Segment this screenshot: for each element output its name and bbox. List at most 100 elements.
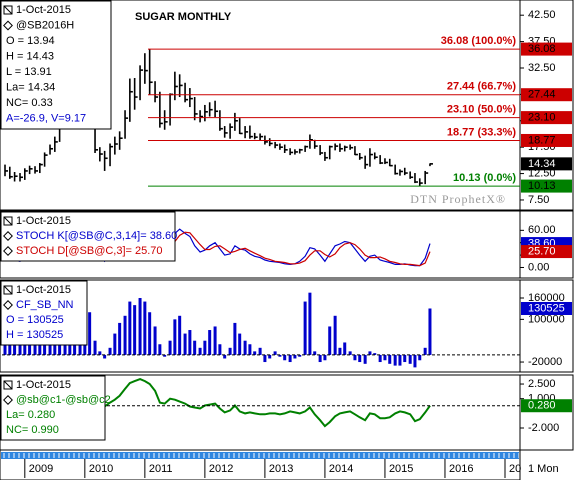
- bar: [418, 354, 422, 361]
- bar: [413, 354, 417, 368]
- bar: [323, 354, 327, 361]
- bar: [143, 301, 147, 355]
- bar: [88, 312, 92, 355]
- panel-frame: [0, 210, 574, 279]
- retracement-label: 10.13 (0.0%): [453, 172, 516, 184]
- bar: [398, 354, 402, 366]
- bar: [208, 330, 212, 355]
- legend-icon: [3, 300, 13, 310]
- level-tag-label: 18.77: [528, 134, 556, 146]
- legend-icon: [3, 20, 13, 31]
- legend-icon: [3, 231, 13, 241]
- bar: [333, 315, 337, 355]
- bar: [343, 342, 347, 355]
- bar: [293, 354, 297, 359]
- bar: [173, 319, 177, 355]
- x-tick-label: 2013: [269, 463, 293, 475]
- bar: [183, 333, 187, 355]
- level-tag: [521, 179, 572, 193]
- legend-label: 1-Oct-2015: [16, 4, 71, 16]
- last-value-tag: [521, 399, 572, 413]
- bar: [103, 354, 107, 359]
- bar: [313, 351, 317, 355]
- y-tick-label: 32.50: [528, 62, 556, 74]
- legend-label: A=-26.9, V=9.17: [6, 112, 86, 124]
- bar: [368, 351, 372, 355]
- bar: [153, 326, 157, 355]
- legend-label: La= 0.280: [6, 409, 55, 421]
- bar: [263, 354, 267, 363]
- bar: [18, 337, 22, 355]
- bar: [358, 354, 362, 363]
- x-tick-label: 2015: [389, 463, 413, 475]
- bar: [278, 354, 282, 357]
- x-tick-label: 2009: [29, 463, 53, 475]
- bar: [318, 354, 322, 363]
- legend-box: [0, 375, 106, 441]
- legend-box: [0, 211, 176, 262]
- legend-icon: [3, 216, 13, 226]
- bar: [403, 354, 407, 363]
- y-tick-label: -2.000: [528, 422, 559, 434]
- legend-label: STOCH K[@SB@C,3,14]= 38.60: [16, 230, 177, 242]
- bar: [118, 322, 122, 355]
- last-value-label: 130525: [528, 302, 565, 314]
- level-tag: [521, 111, 572, 125]
- panel-frame: [0, 0, 574, 211]
- y-tick-label: 12.50: [528, 167, 556, 179]
- bar: [13, 340, 17, 355]
- last-value-label: 25.70: [528, 245, 556, 257]
- retracement-label: 36.08 (100.0%): [441, 35, 517, 47]
- bar: [338, 347, 342, 355]
- bar: [288, 354, 292, 363]
- y-tick-label: 160000: [528, 292, 565, 304]
- x-tick-label: 20: [509, 463, 521, 475]
- bar: [393, 354, 397, 366]
- bar: [363, 354, 367, 364]
- x-tick-label: 2011: [149, 463, 173, 475]
- legend-icon: [3, 380, 13, 390]
- y-tick-label: 100000: [528, 313, 565, 325]
- last-value-label: 0.280: [528, 400, 556, 412]
- bar: [108, 347, 112, 355]
- bar: [353, 354, 357, 361]
- y-tick-label: 60.00: [528, 224, 556, 236]
- bar: [113, 333, 117, 355]
- bar: [298, 354, 302, 357]
- level-tag: [521, 42, 572, 56]
- bar: [193, 340, 197, 355]
- legend-label: STOCH D[@SB@C,3]= 25.70: [16, 245, 163, 257]
- level-tag-label: 23.10: [528, 112, 556, 124]
- bar: [408, 354, 412, 364]
- bar: [283, 354, 287, 361]
- bar: [168, 340, 172, 355]
- bar: [378, 354, 382, 363]
- legend-label: H = 14.43: [6, 50, 54, 62]
- bar: [253, 351, 257, 355]
- last-price-tag: [521, 157, 572, 171]
- legend-box: [0, 0, 112, 130]
- bar: [213, 326, 217, 355]
- legend-label: CF_SB_NN: [16, 299, 74, 311]
- bar: [373, 353, 377, 355]
- watermark: DTN ProphetX®: [410, 192, 506, 206]
- bar: [243, 340, 247, 355]
- bar: [428, 308, 432, 355]
- chart-title: SUGAR MONTHLY: [135, 11, 232, 23]
- legend-label: H = 130525: [6, 329, 63, 341]
- bar: [248, 344, 252, 355]
- legend-label: O = 130525: [6, 314, 64, 326]
- legend-icon: [3, 5, 13, 15]
- bar: [138, 298, 142, 355]
- retracement-label: 23.10 (50.0%): [447, 104, 516, 116]
- bar: [198, 347, 202, 355]
- legend-icon: [3, 246, 13, 256]
- level-tag-label: 10.13: [528, 180, 556, 192]
- bar: [218, 344, 222, 355]
- bar: [228, 347, 232, 355]
- y-tick-label: 2.500: [528, 378, 556, 390]
- bar: [268, 354, 272, 359]
- panel-frame: [0, 279, 574, 373]
- legend-label: O = 13.94: [6, 35, 55, 47]
